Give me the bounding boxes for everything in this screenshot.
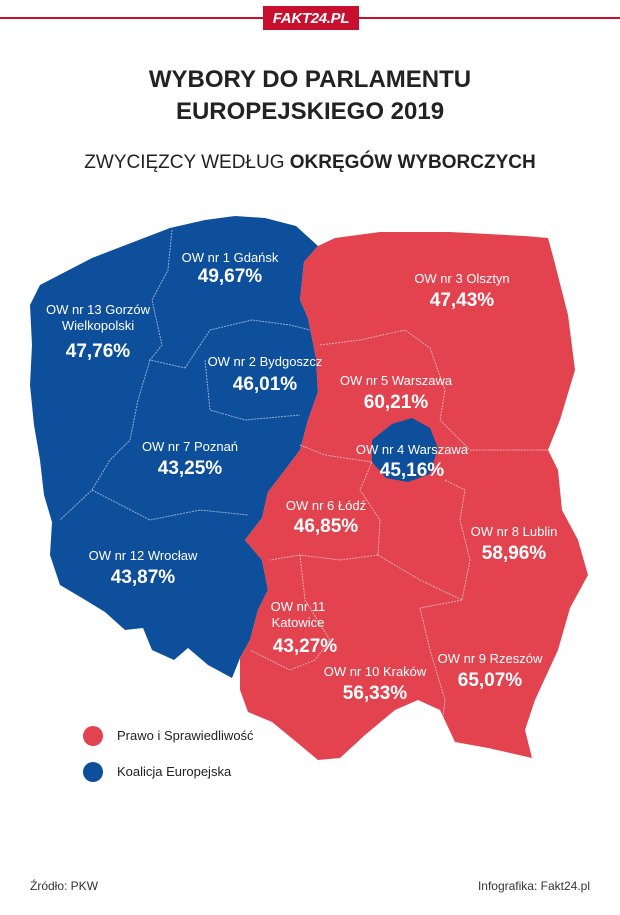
border-ke-3 — [204, 359, 301, 421]
warszawa-city-area — [372, 418, 438, 482]
header-rule-right — [359, 17, 620, 19]
district-10-value: 56,33% — [343, 683, 408, 704]
fakt24-logo: FAKT24.PL — [263, 6, 359, 30]
district-3-value: 47,43% — [430, 290, 495, 311]
legend-label-ke: Koalicja Europejska — [117, 764, 232, 779]
page-title-line1: WYBORY DO PARLAMENTU — [148, 66, 472, 93]
border-pis-8 — [299, 444, 373, 463]
border-pis-3 — [419, 479, 471, 609]
district-2-name: OW nr 2 Bydgoszcz — [208, 354, 323, 369]
district-8-name: OW nr 8 Lublin — [471, 524, 558, 539]
district-11-value: 43,27% — [273, 636, 338, 657]
border-pis-1 — [319, 329, 446, 421]
border-pis-7 — [419, 607, 446, 741]
district-13-name-line1: OW nr 13 Gorzów — [46, 302, 151, 317]
legend-swatch-pis — [83, 726, 103, 746]
border-ke-4 — [59, 359, 151, 521]
district-10-name: OW nr 10 Kraków — [324, 664, 427, 679]
district-11-name-line2: Katowice — [272, 615, 325, 630]
district-1-value: 49,67% — [198, 266, 263, 287]
district-3-name: OW nr 3 Olsztyn — [414, 271, 509, 286]
page-title-line2: EUROPEJSKIEGO 2019 — [175, 98, 445, 125]
border-pis-4 — [359, 461, 463, 601]
district-9-name: OW nr 9 Rzeszów — [438, 651, 543, 666]
subtitle-bold: OKRĘGÓW WYBORCZYCH — [289, 152, 536, 173]
legend-label-pis: Prawo i Sprawiedliwość — [117, 728, 254, 743]
district-13-value: 47,76% — [66, 341, 131, 362]
subtitle-prefix: ZWYCIĘZCY WEDŁUG — [84, 152, 285, 173]
source-note: Źródło: PKW — [30, 879, 99, 893]
district-borders — [59, 229, 548, 741]
district-7-value: 43,25% — [158, 458, 223, 479]
header-rule-left — [0, 17, 263, 19]
district-11-name-line1: OW nr 11 — [271, 599, 326, 614]
district-6-value: 46,85% — [294, 516, 359, 537]
district-1-name: OW nr 1 Gdańsk — [182, 250, 279, 265]
border-pis-2 — [439, 419, 548, 451]
district-5-name: OW nr 5 Warszawa — [340, 373, 453, 388]
border-ke-1 — [149, 229, 186, 369]
district-5-value: 60,21% — [364, 392, 429, 413]
border-ke-5 — [91, 489, 249, 521]
district-7-name: OW nr 7 Poznań — [142, 439, 238, 454]
border-ke-2 — [184, 319, 311, 369]
district-4-value: 45,16% — [380, 460, 445, 481]
pis-region-area — [240, 232, 588, 760]
district-4-name: OW nr 4 Warszawa — [356, 442, 469, 457]
district-9-value: 65,07% — [458, 670, 523, 691]
ke-region-area — [30, 216, 318, 678]
district-8-value: 58,96% — [482, 543, 547, 564]
district-12-name: OW nr 12 Wrocław — [89, 548, 198, 563]
district-12-value: 43,87% — [111, 567, 176, 588]
border-pis-6 — [249, 554, 331, 671]
district-6-name: OW nr 6 Łódź — [286, 498, 366, 513]
legend-swatch-ke — [83, 762, 103, 782]
credit-note: Infografika: Fakt24.pl — [477, 879, 590, 893]
page-subtitle: ZWYCIĘZCY WEDŁUG OKRĘGÓW WYBORCZYCH — [0, 152, 620, 174]
border-pis-5 — [269, 554, 379, 561]
district-13-name-line2: Wielkopolski — [62, 318, 134, 333]
district-2-value: 46,01% — [233, 374, 298, 395]
